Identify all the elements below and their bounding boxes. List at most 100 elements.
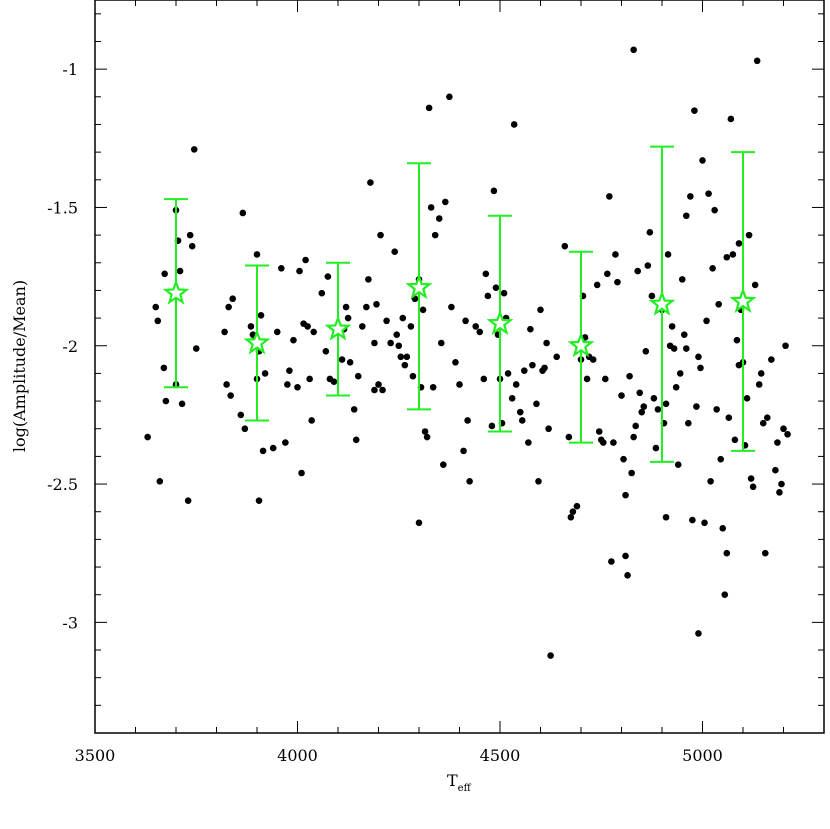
- data-point: [144, 433, 151, 441]
- data-point: [533, 400, 540, 408]
- data-point: [782, 342, 789, 350]
- data-point: [650, 395, 658, 402]
- data-point: [359, 323, 366, 330]
- data-point: [512, 381, 520, 388]
- data-point: [322, 347, 330, 355]
- data-point: [521, 367, 528, 374]
- data-point: [466, 477, 473, 485]
- data-point: [602, 375, 609, 383]
- data-point: [176, 267, 184, 275]
- data-point: [697, 364, 704, 372]
- data-point: [423, 433, 431, 441]
- data-point: [676, 370, 684, 377]
- data-point: [683, 212, 690, 220]
- data-point: [751, 281, 759, 289]
- data-point: [761, 549, 769, 557]
- data-point: [367, 179, 374, 186]
- data-point: [460, 447, 467, 455]
- data-point: [452, 359, 459, 366]
- data-point: [652, 444, 660, 452]
- data-point: [488, 422, 496, 430]
- data-point: [225, 303, 232, 311]
- data-point: [638, 408, 646, 416]
- data-point: [352, 436, 360, 444]
- data-point: [484, 292, 492, 300]
- data-point: [492, 284, 500, 291]
- data-point: [723, 549, 731, 557]
- data-point: [759, 419, 767, 427]
- data-point: [610, 439, 617, 446]
- data-point: [239, 209, 247, 217]
- data-point: [338, 356, 346, 363]
- data-point: [589, 356, 597, 363]
- data-point: [614, 278, 621, 286]
- data-point: [608, 558, 615, 565]
- data-point: [482, 270, 490, 278]
- data-point: [646, 229, 654, 236]
- data-point: [354, 372, 362, 380]
- data-point: [753, 57, 761, 65]
- data-point: [162, 397, 170, 405]
- data-point: [745, 231, 753, 239]
- data-point: [298, 469, 305, 477]
- data-point: [683, 345, 690, 352]
- data-point: [687, 193, 694, 200]
- data-point: [318, 289, 326, 297]
- data-point: [774, 439, 781, 446]
- data-point: [269, 444, 277, 452]
- data-point: [668, 323, 676, 330]
- data-point: [689, 516, 696, 524]
- data-point: [223, 381, 230, 388]
- data-point: [330, 378, 338, 386]
- data-point: [772, 466, 779, 474]
- data-point: [776, 489, 783, 496]
- data-point: [399, 314, 407, 322]
- data-point: [427, 204, 435, 211]
- data-point: [393, 331, 401, 338]
- bin-mean-star: [243, 328, 271, 355]
- data-point: [620, 455, 627, 463]
- x-axis-label: Teff: [447, 771, 472, 794]
- data-point: [516, 408, 524, 416]
- data-point: [302, 256, 309, 264]
- data-point: [764, 414, 771, 421]
- data-point: [401, 361, 409, 369]
- data-point: [604, 270, 611, 278]
- data-point: [780, 425, 787, 433]
- data-point: [630, 433, 637, 441]
- data-point: [290, 336, 297, 344]
- data-point: [324, 273, 332, 280]
- data-point: [152, 303, 160, 311]
- bin-mean-star: [486, 309, 514, 336]
- data-point: [664, 251, 672, 258]
- data-point: [192, 345, 200, 352]
- data-point: [391, 248, 399, 256]
- data-point: [227, 392, 234, 399]
- data-point: [429, 383, 437, 391]
- data-point: [725, 414, 733, 421]
- data-point: [644, 262, 652, 269]
- data-point: [306, 375, 313, 383]
- data-point: [622, 491, 629, 499]
- data-point: [535, 477, 542, 485]
- data-point: [547, 652, 554, 659]
- data-point: [743, 395, 751, 402]
- data-point: [375, 381, 382, 388]
- data-point: [342, 303, 350, 311]
- data-point: [186, 231, 194, 239]
- data-point: [731, 436, 739, 444]
- data-point: [561, 242, 569, 250]
- data-point: [425, 104, 433, 112]
- y-tick-label: -1.5: [47, 198, 78, 217]
- data-point: [344, 314, 352, 322]
- data-point: [472, 323, 480, 330]
- data-point: [713, 406, 720, 413]
- data-point: [778, 480, 785, 488]
- data-point: [768, 356, 775, 363]
- data-point: [431, 231, 439, 239]
- data-point: [371, 339, 378, 347]
- data-point: [363, 303, 370, 311]
- data-point: [757, 370, 765, 377]
- data-point: [308, 417, 315, 424]
